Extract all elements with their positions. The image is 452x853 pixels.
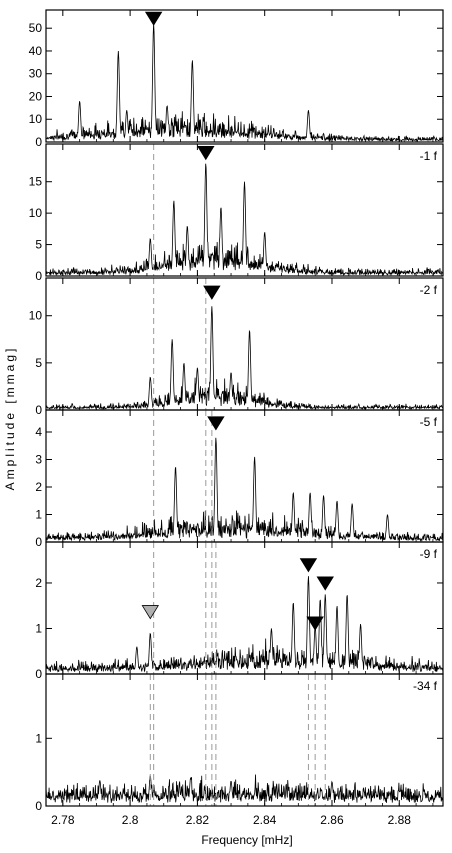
y-tick-label: 2 bbox=[35, 480, 42, 494]
panel-frame bbox=[45, 143, 444, 277]
y-tick-label: 10 bbox=[29, 112, 43, 126]
panel-label: -9 f bbox=[420, 547, 438, 561]
peak-marker bbox=[299, 558, 318, 573]
panel-label: -5 f bbox=[420, 415, 438, 429]
panel-4: 0 1 2 3 4 -5 f bbox=[35, 409, 444, 549]
x-tick-label: 2.8 bbox=[122, 813, 139, 827]
spectrum-trace bbox=[45, 774, 444, 804]
panel-frame bbox=[45, 277, 444, 411]
panel-label: -1 f bbox=[420, 149, 438, 163]
y-tick-label: 20 bbox=[29, 89, 43, 103]
x-tick-label: 2.78 bbox=[51, 813, 75, 827]
spectrum-trace bbox=[45, 23, 444, 143]
spectrum-trace bbox=[45, 437, 444, 542]
y-tick-label: 5 bbox=[35, 238, 42, 252]
spectrum-trace bbox=[45, 576, 444, 673]
spectrum-trace bbox=[45, 306, 444, 411]
peak-marker bbox=[197, 146, 215, 161]
panel-label: -2 f bbox=[420, 283, 438, 297]
x-tick-label: 2.82 bbox=[186, 813, 210, 827]
x-tick-label: 2.88 bbox=[388, 813, 412, 827]
peak-marker bbox=[207, 416, 225, 431]
y-tick-label: 40 bbox=[29, 44, 43, 58]
y-tick-label: 30 bbox=[29, 67, 43, 81]
y-tick-label: 10 bbox=[29, 309, 43, 323]
y-axis-label: Amplitude [mmag] bbox=[3, 346, 17, 491]
x-axis-label: Frequency [mHz] bbox=[201, 833, 292, 847]
panel-frame bbox=[45, 673, 444, 807]
y-tick-label: 10 bbox=[29, 206, 43, 220]
panel-1: 0 10 20 30 40 50 bbox=[29, 9, 444, 149]
y-tick-label: 1 bbox=[35, 731, 42, 745]
y-tick-label: 1 bbox=[35, 621, 42, 635]
panel-5: 0 1 2 -9 f bbox=[35, 541, 444, 681]
y-tick-label: 0 bbox=[35, 403, 42, 417]
y-tick-label: 2 bbox=[35, 576, 42, 590]
panel-label: -34 f bbox=[413, 679, 438, 693]
peak-marker bbox=[306, 616, 324, 631]
x-axis: 2.78 2.8 2.82 2.84 2.86 2.88 bbox=[51, 813, 411, 827]
y-tick-label: 0 bbox=[35, 269, 42, 283]
panel-2: 0 5 10 15 -1 f bbox=[29, 143, 444, 283]
y-tick-label: 5 bbox=[35, 356, 42, 370]
panel-6: 0 1 -34 f bbox=[35, 673, 444, 813]
y-tick-label: 3 bbox=[35, 453, 42, 467]
y-tick-label: 4 bbox=[35, 425, 42, 439]
peak-marker bbox=[316, 576, 334, 591]
y-tick-label: 15 bbox=[29, 175, 43, 189]
x-tick-label: 2.86 bbox=[320, 813, 344, 827]
panel-frame bbox=[45, 9, 444, 143]
spectrum-trace bbox=[45, 163, 444, 277]
x-tick-label: 2.84 bbox=[253, 813, 277, 827]
panel-frame bbox=[45, 541, 444, 675]
y-tick-label: 0 bbox=[35, 667, 42, 681]
peak-marker bbox=[203, 285, 221, 300]
prewhitened-peak-marker bbox=[141, 605, 160, 620]
y-tick-label: 1 bbox=[35, 508, 42, 522]
y-tick-label: 50 bbox=[29, 21, 43, 35]
y-tick-label: 0 bbox=[35, 135, 42, 149]
peak-marker bbox=[144, 11, 163, 26]
y-tick-label: 0 bbox=[35, 535, 42, 549]
y-tick-label: 0 bbox=[35, 799, 42, 813]
panel-3: 0 5 10 -2 f bbox=[29, 277, 444, 417]
